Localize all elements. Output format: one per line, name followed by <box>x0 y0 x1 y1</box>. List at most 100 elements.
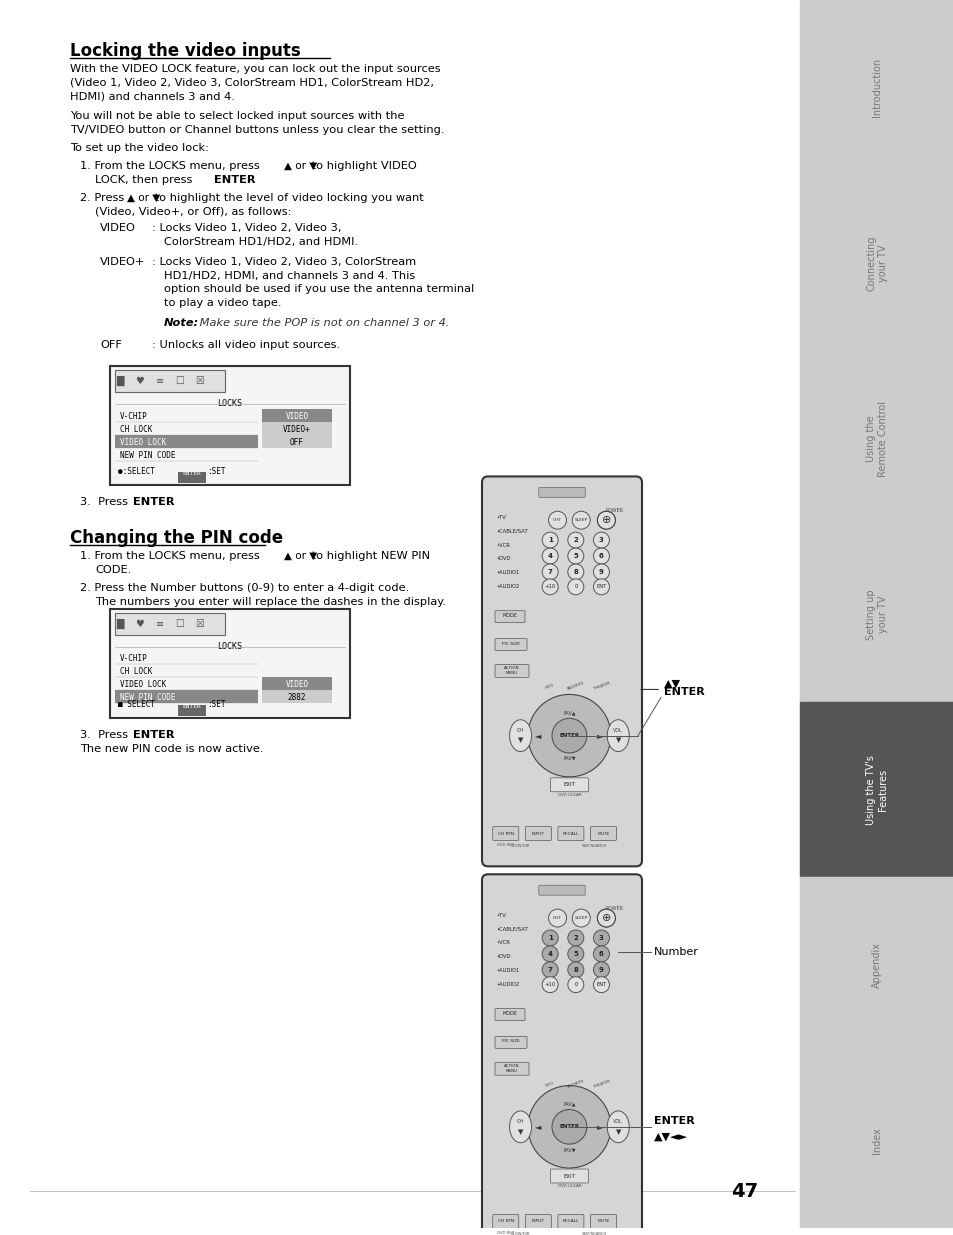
Text: Locking the video inputs: Locking the video inputs <box>70 42 300 59</box>
Circle shape <box>597 511 615 529</box>
Text: LOCKS: LOCKS <box>217 641 242 651</box>
Ellipse shape <box>607 1112 629 1142</box>
Circle shape <box>541 564 558 580</box>
Text: ACTION
MENU: ACTION MENU <box>504 666 519 674</box>
Text: CH LOCK: CH LOCK <box>120 425 152 433</box>
Text: 7: 7 <box>547 569 552 576</box>
FancyBboxPatch shape <box>538 885 584 895</box>
Text: 9: 9 <box>598 569 603 576</box>
Text: ☐: ☐ <box>175 375 184 387</box>
Circle shape <box>548 511 566 529</box>
Text: MODE: MODE <box>502 614 517 619</box>
Bar <box>110 366 350 485</box>
FancyBboxPatch shape <box>495 1062 529 1076</box>
Text: FAVORITE: FAVORITE <box>566 682 584 692</box>
Text: INPUT: INPUT <box>532 1219 544 1224</box>
Text: DVD CLEAR: DVD CLEAR <box>557 1184 580 1188</box>
Text: SLOW/DIR: SLOW/DIR <box>510 845 530 848</box>
Text: : Locks Video 1, Video 2, Video 3,: : Locks Video 1, Video 2, Video 3, <box>152 222 341 233</box>
Text: ▲ or ▼: ▲ or ▼ <box>284 551 317 561</box>
FancyBboxPatch shape <box>495 611 524 622</box>
Text: POWER: POWER <box>605 905 623 910</box>
Bar <box>262 421 332 435</box>
FancyBboxPatch shape <box>493 1214 518 1229</box>
Text: OFF: OFF <box>290 437 304 447</box>
Circle shape <box>567 977 583 993</box>
Text: SLEEP: SLEEP <box>574 916 587 920</box>
Circle shape <box>567 532 583 548</box>
Text: •VCR: •VCR <box>496 542 509 547</box>
Text: +10: +10 <box>544 584 556 589</box>
Circle shape <box>541 579 558 595</box>
Bar <box>800 877 953 1053</box>
Circle shape <box>552 719 586 753</box>
Circle shape <box>548 909 566 927</box>
Text: ≡: ≡ <box>155 619 164 629</box>
Text: ENTER: ENTER <box>663 688 704 698</box>
Text: CH: CH <box>517 1119 523 1124</box>
Text: ►: ► <box>597 731 603 740</box>
Circle shape <box>593 548 609 564</box>
Text: 4: 4 <box>547 951 552 957</box>
FancyBboxPatch shape <box>525 1214 551 1229</box>
Text: : Locks Video 1, Video 2, Video 3, ColorStream: : Locks Video 1, Video 2, Video 3, Color… <box>152 257 416 267</box>
FancyBboxPatch shape <box>525 826 551 841</box>
Text: DVD RET: DVD RET <box>497 1231 514 1235</box>
Text: LOCK, then press: LOCK, then press <box>95 175 195 185</box>
Text: VOL: VOL <box>613 1119 622 1124</box>
Text: ENTER: ENTER <box>558 734 578 739</box>
Text: .: . <box>168 498 172 508</box>
Text: Setting up
your TV: Setting up your TV <box>865 589 887 640</box>
Circle shape <box>567 930 583 946</box>
Text: 0: 0 <box>574 982 577 987</box>
Text: ColorStream HD1/HD2, and HDMI.: ColorStream HD1/HD2, and HDMI. <box>164 237 357 247</box>
Circle shape <box>593 962 609 978</box>
FancyBboxPatch shape <box>538 488 584 498</box>
Text: Changing the PIN code: Changing the PIN code <box>70 529 283 547</box>
Circle shape <box>597 909 615 927</box>
Text: You will not be able to select locked input sources with the: You will not be able to select locked in… <box>70 111 404 121</box>
Text: VIDEO: VIDEO <box>100 222 135 233</box>
Text: INPUT: INPUT <box>532 831 544 836</box>
Text: •CABLE/SAT: •CABLE/SAT <box>496 926 527 931</box>
Bar <box>262 690 332 703</box>
Text: CH RTN: CH RTN <box>497 1219 514 1224</box>
Circle shape <box>567 962 583 978</box>
Text: ≡: ≡ <box>155 375 164 387</box>
Text: MODE: MODE <box>502 1011 517 1016</box>
Text: To set up the video lock:: To set up the video lock: <box>70 143 209 153</box>
Text: FAV▲: FAV▲ <box>562 710 575 715</box>
FancyBboxPatch shape <box>558 826 583 841</box>
Bar <box>178 473 206 483</box>
Bar <box>115 613 225 635</box>
Text: ▲▼: ▲▼ <box>663 678 680 688</box>
Text: Number: Number <box>654 947 699 957</box>
Text: INFO: INFO <box>544 683 555 690</box>
Circle shape <box>567 946 583 962</box>
Circle shape <box>527 1086 610 1168</box>
Text: 1. From the LOCKS menu, press: 1. From the LOCKS menu, press <box>80 161 263 172</box>
Text: SLEEP: SLEEP <box>574 519 587 522</box>
Text: to highlight the level of video locking you want: to highlight the level of video locking … <box>151 193 423 203</box>
Circle shape <box>572 909 590 927</box>
Text: THEATER: THEATER <box>592 1079 610 1089</box>
Text: NEW PIN CODE: NEW PIN CODE <box>120 693 175 703</box>
Text: (Video 1, Video 2, Video 3, ColorStream HD1, ColorStream HD2,: (Video 1, Video 2, Video 3, ColorStream … <box>70 78 434 88</box>
Text: ⊕: ⊕ <box>601 515 611 525</box>
Text: :SET: :SET <box>207 467 225 477</box>
Text: 3: 3 <box>598 935 603 941</box>
Bar <box>115 690 257 703</box>
Circle shape <box>597 511 615 529</box>
Text: :SET: :SET <box>207 700 225 709</box>
Bar <box>800 1053 953 1229</box>
Text: Index: Index <box>871 1128 882 1153</box>
Circle shape <box>567 548 583 564</box>
Text: VIDEO: VIDEO <box>285 411 308 421</box>
Text: Introduction: Introduction <box>871 58 882 117</box>
Text: ●:SELECT: ●:SELECT <box>118 467 154 477</box>
Bar <box>262 677 332 690</box>
Text: •AUDIO1: •AUDIO1 <box>496 571 518 576</box>
Text: •DVD: •DVD <box>496 955 510 960</box>
Circle shape <box>593 579 609 595</box>
Text: 1: 1 <box>547 935 552 941</box>
